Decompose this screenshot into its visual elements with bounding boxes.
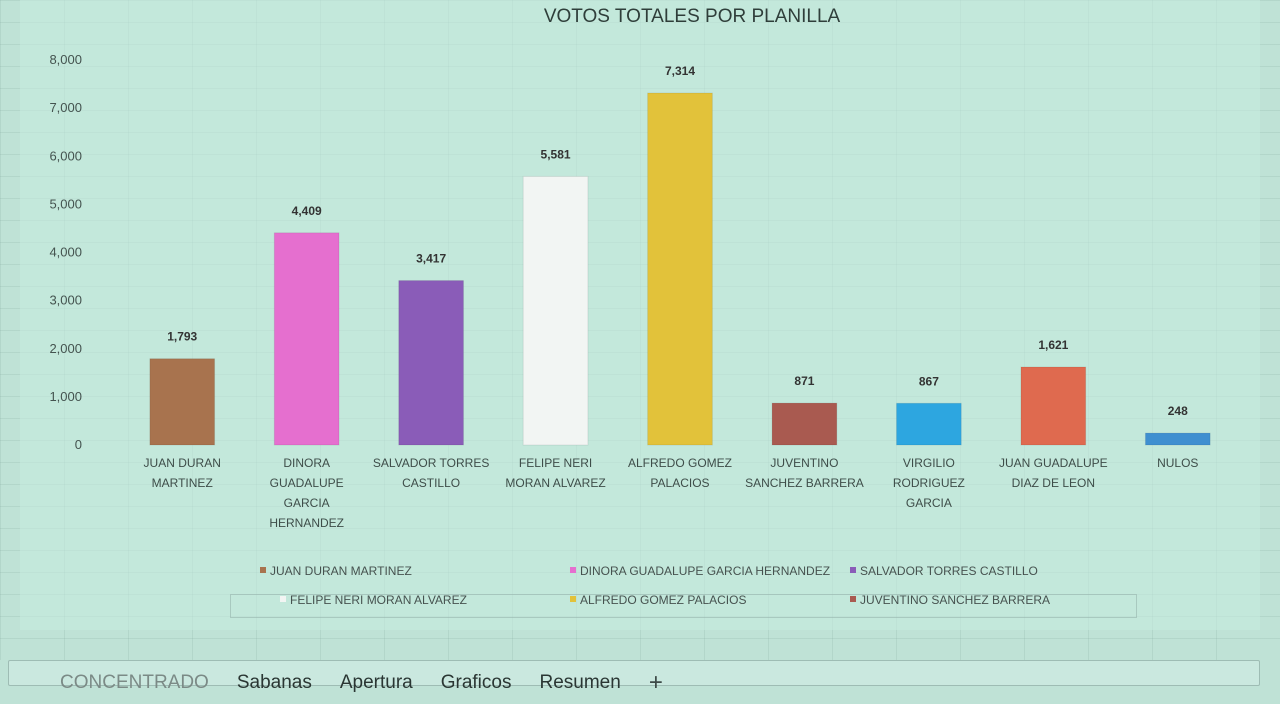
data-label: 3,417 (416, 252, 446, 266)
x-category-label: JUAN GUADALUPE DIAZ DE LEON (999, 456, 1108, 490)
legend-swatch (850, 567, 856, 573)
y-tick-label: 0 (75, 437, 82, 452)
y-tick-label: 3,000 (49, 293, 82, 308)
x-category-label: SALVADOR TORRES CASTILLO (373, 456, 489, 490)
data-label: 4,409 (292, 204, 322, 218)
sheet-tab-bar: CONCENTRADO Sabanas Apertura Graficos Re… (0, 662, 1280, 704)
x-category-label: JUAN DURAN MARTINEZ (144, 456, 221, 490)
data-label: 1,621 (1038, 338, 1068, 352)
tab-concentrado[interactable]: CONCENTRADO (60, 672, 209, 693)
data-label: 867 (919, 374, 939, 388)
x-axis: JUAN DURAN MARTINEZ DINORA GUADALUPE GARCIA H… (144, 456, 1199, 530)
bar-chart: VOTOS TOTALES POR PLANILLA 0 1,000 2,000 3,… (49, 6, 1211, 607)
bar (896, 402, 962, 446)
bar (771, 402, 838, 446)
bars (149, 92, 1211, 446)
y-tick-label: 1,000 (49, 389, 82, 404)
data-label: 871 (794, 374, 814, 388)
horizontal-scrollbar[interactable] (8, 660, 1260, 686)
y-axis: 0 1,000 2,000 3,000 4,000 5,000 6,000 7,000 8,00… (49, 52, 82, 452)
legend-swatch (850, 596, 856, 602)
bar (398, 280, 464, 446)
bar (273, 232, 340, 446)
data-label: 5,581 (541, 147, 571, 161)
bar (522, 175, 589, 446)
y-tick-label: 7,000 (49, 100, 82, 115)
legend-frame (230, 594, 1137, 618)
legend: JUAN DURAN MARTINEZ DINORA GUADALUPE GARC… (260, 564, 1050, 607)
y-tick-label: 8,000 (49, 52, 82, 67)
x-category-label: DINORA GUADALUPE GARCIA HERNANDEZ (269, 456, 344, 530)
legend-label: SALVADOR TORRES CASTILLO (860, 564, 1038, 578)
legend-swatch (280, 596, 286, 602)
bar (647, 92, 713, 446)
data-label: 1,793 (167, 330, 197, 344)
add-sheet-icon[interactable]: + (648, 669, 663, 696)
y-tick-label: 6,000 (49, 148, 82, 163)
data-label: 7,314 (665, 64, 695, 78)
legend-swatch (570, 567, 576, 573)
tab-graficos[interactable]: Graficos (440, 672, 512, 693)
bar (1020, 366, 1087, 446)
chart-title: VOTOS TOTALES POR PLANILLA (544, 6, 841, 27)
tab-apertura[interactable]: Apertura (339, 672, 413, 693)
legend-label: FELIPE NERI MORAN ALVAREZ (290, 593, 467, 607)
bar (149, 358, 216, 446)
y-tick-label: 4,000 (49, 245, 82, 260)
y-tick-label: 5,000 (49, 196, 82, 211)
tab-resumen[interactable]: Resumen (539, 672, 621, 693)
legend-swatch (260, 567, 266, 573)
chart-area[interactable]: VOTOS TOTALES POR PLANILLA 0 1,000 2,000 3,… (20, 0, 1260, 630)
tab-sabanas[interactable]: Sabanas (236, 672, 312, 693)
x-category-label: ALFREDO GOMEZ PALACIOS (628, 456, 732, 490)
x-category-label: NULOS (1157, 456, 1198, 470)
x-category-label: VIRGILIO RODRIGUEZ GARCIA (893, 456, 965, 510)
y-tick-label: 2,000 (49, 341, 82, 356)
x-category-label: FELIPE NERI MORAN ALVAREZ (505, 456, 605, 490)
legend-label: DINORA GUADALUPE GARCIA HERNANDEZ (580, 564, 830, 578)
legend-swatch (570, 596, 576, 602)
legend-label: JUAN DURAN MARTINEZ (270, 564, 412, 578)
data-label: 248 (1168, 404, 1188, 418)
data-labels: 1,793 4,409 3,417 5,581 7,314 871 867 1,621 248 (167, 64, 1188, 418)
bar (1144, 432, 1211, 446)
x-category-label: JUVENTINO SANCHEZ BARRERA (745, 456, 864, 490)
legend-label: JUVENTINO SANCHEZ BARRERA (860, 593, 1050, 607)
legend-label: ALFREDO GOMEZ PALACIOS (580, 593, 746, 607)
